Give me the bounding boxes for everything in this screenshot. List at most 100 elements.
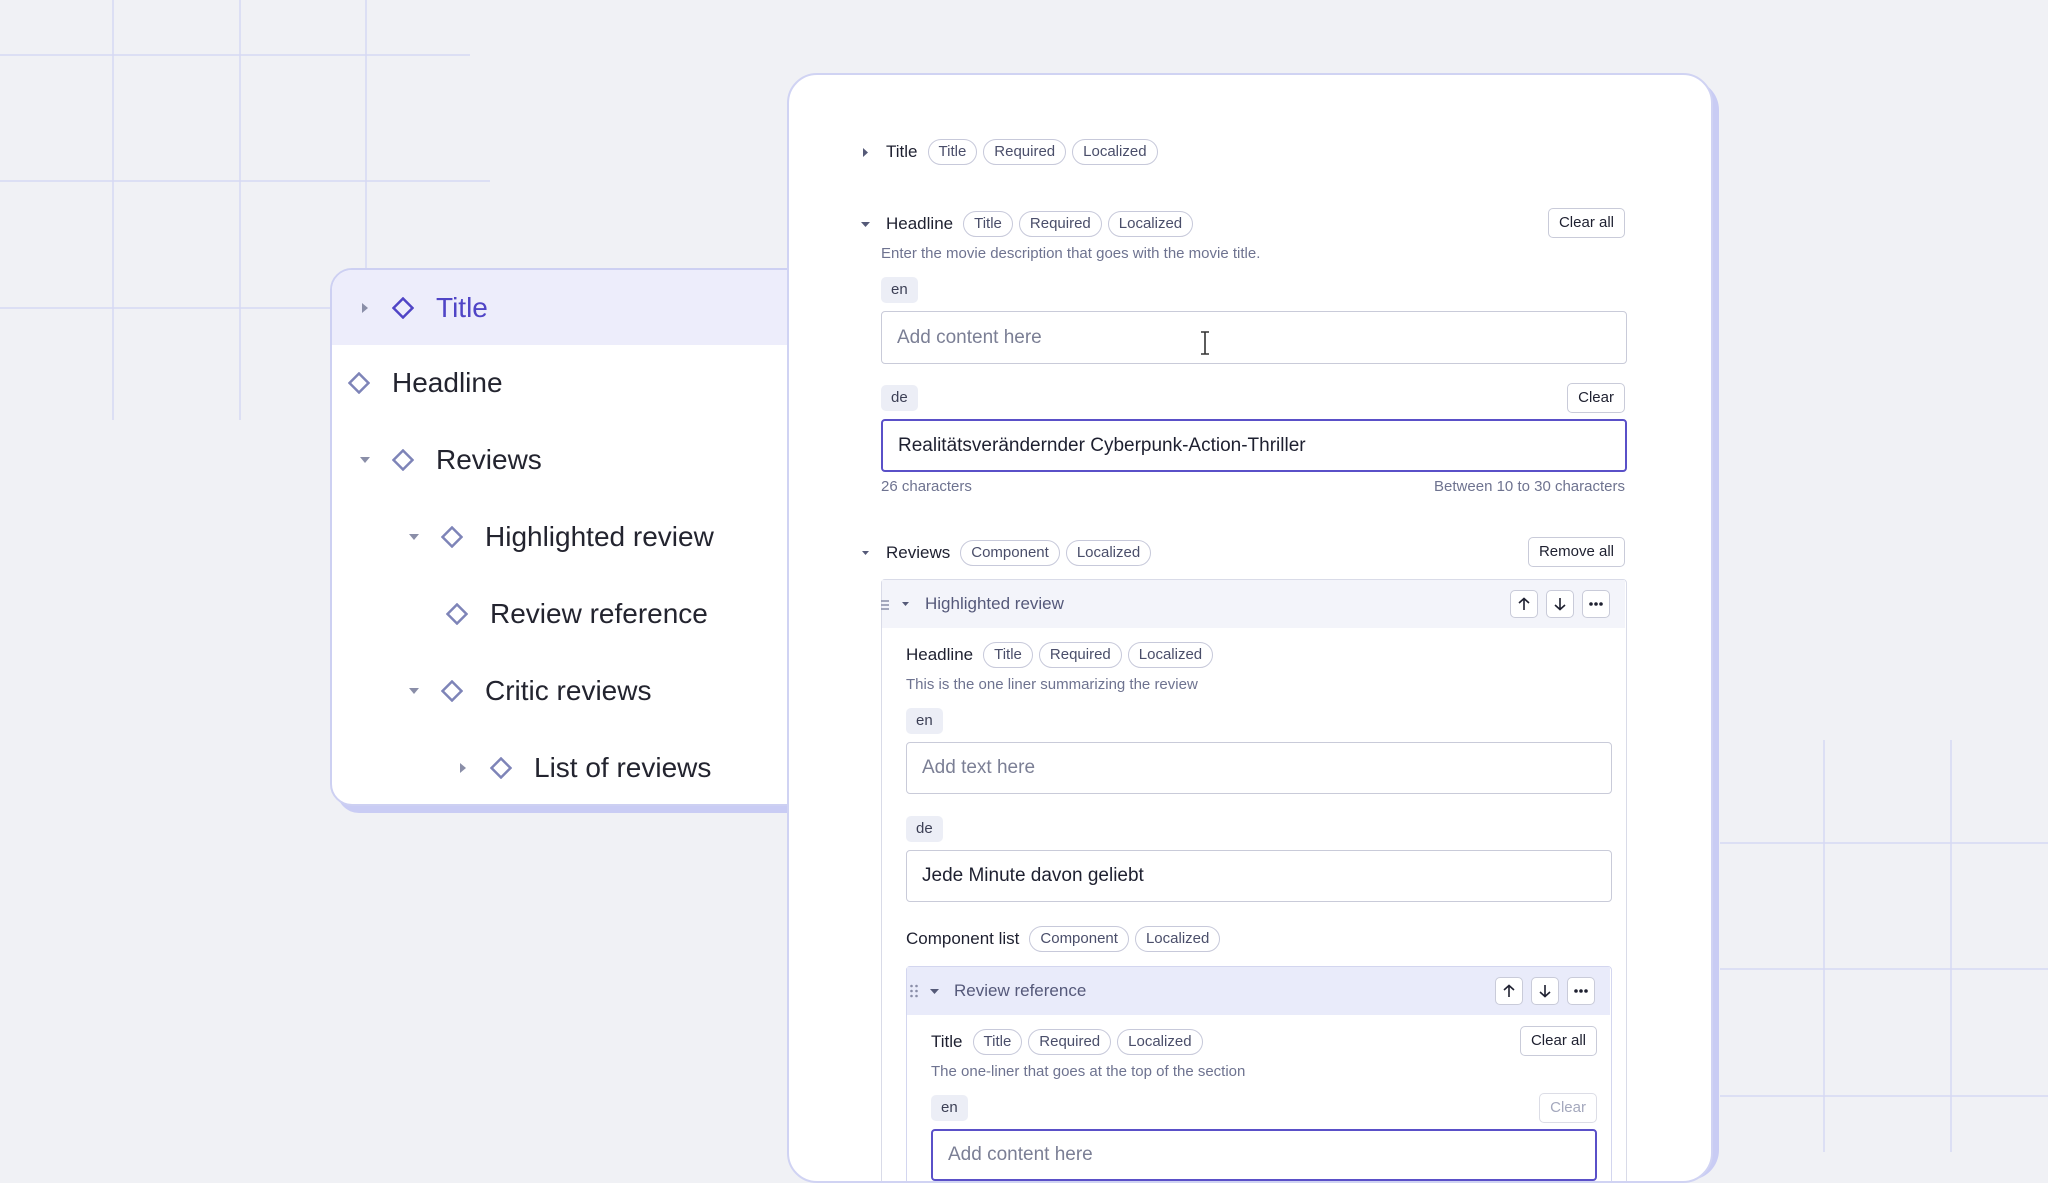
clear-all-button[interactable]: Clear all (1547, 208, 1625, 238)
remove-all-button[interactable]: Remove all (1527, 537, 1625, 567)
tree-item-review-reference[interactable]: Review reference (332, 576, 833, 651)
tree-item-label: Critic reviews (485, 674, 652, 706)
editor-panel: Title Title Required Localized Headline … (787, 73, 1713, 1183)
drag-handle-icon[interactable] (909, 984, 919, 1003)
tree-item-title[interactable]: Title (332, 270, 833, 345)
tree-item-reviews[interactable]: Reviews (332, 422, 833, 497)
caret-down-icon[interactable] (357, 456, 373, 464)
arrow-up-icon (1518, 597, 1530, 610)
reference-title-en-input[interactable]: Add content here (931, 1129, 1597, 1181)
input-value: Jede Minute davon geliebt (922, 865, 1144, 886)
lang-badge-en: en (931, 1095, 968, 1121)
field-description: The one-liner that goes at the top of th… (931, 1063, 1246, 1080)
headline-de-input[interactable]: Realitätsverändernder Cyberpunk-Action-T… (881, 419, 1627, 472)
caret-down-icon[interactable] (858, 546, 872, 560)
tree-item-label: Highlighted review (485, 520, 714, 552)
input-value: Realitätsverändernder Cyberpunk-Action-T… (898, 434, 1306, 456)
tag-localized: Localized (1072, 139, 1158, 165)
field-description: This is the one liner summarizing the re… (906, 676, 1198, 693)
headline-field-header: Headline Title Required Localized (858, 211, 1194, 237)
tree-item-label: Headline (392, 366, 503, 398)
tag-title: Title (983, 642, 1033, 668)
character-limit: Between 10 to 30 characters (1434, 478, 1625, 495)
tag-required: Required (1018, 211, 1102, 237)
tree-item-critic-reviews[interactable]: Critic reviews (332, 653, 833, 728)
tag-component: Component (1029, 926, 1129, 952)
caret-right-icon[interactable] (858, 145, 872, 159)
tag-localized: Localized (1107, 211, 1194, 237)
caret-down-icon[interactable] (406, 533, 422, 541)
arrow-up-icon (1503, 984, 1515, 997)
field-label: Component list (906, 929, 1020, 948)
tree-item-highlighted-review[interactable]: Highlighted review (332, 499, 833, 574)
clear-button[interactable]: Clear (1567, 383, 1625, 413)
component-header (907, 967, 1610, 1015)
highlighted-review-component: Highlighted review Headline Title Requir… (880, 579, 1627, 1181)
review-reference-component: Review reference Title Title Required Lo… (906, 966, 1612, 1181)
input-placeholder: Add text here (922, 757, 1036, 778)
arrow-down-icon (1554, 598, 1566, 611)
tag-title: Title (972, 1029, 1023, 1055)
reference-title-header: Title Title Required Localized (931, 1029, 1203, 1055)
arrow-down-icon (1539, 985, 1551, 998)
move-down-button[interactable] (1546, 590, 1574, 618)
tree-item-label: List of reviews (534, 751, 712, 783)
tag-localized: Localized (1065, 540, 1152, 566)
tag-title: Title (963, 211, 1013, 237)
field-label: Title (931, 1032, 963, 1051)
move-up-button[interactable] (1495, 977, 1523, 1005)
caret-down-icon[interactable] (858, 217, 872, 231)
diamond-icon (392, 296, 414, 319)
lang-badge-de: de (881, 385, 918, 411)
tree-item-headline[interactable]: Headline (332, 345, 833, 420)
tag-required: Required (1038, 642, 1122, 668)
move-up-button[interactable] (1510, 590, 1538, 618)
reviews-field-header: Reviews Component Localized (858, 540, 1152, 566)
lang-badge-de: de (906, 816, 943, 842)
review-headline-en-input[interactable]: Add text here (906, 742, 1612, 794)
diamond-icon (490, 756, 512, 779)
tag-localized: Localized (1134, 926, 1221, 952)
character-count: 26 characters (881, 478, 972, 495)
title-field-header: Title Title Required Localized (858, 139, 1158, 165)
component-list-header: Component list Component Localized (906, 926, 1221, 952)
caret-right-icon[interactable] (455, 762, 471, 774)
ellipsis-icon (1589, 602, 1603, 606)
outline-tree: Title Headline Reviews Highlighted revie… (330, 268, 835, 806)
field-label: Headline (906, 645, 974, 664)
nested-headline-header: Headline Title Required Localized (906, 642, 1214, 668)
component-title: Highlighted review (925, 594, 1064, 613)
clear-all-button[interactable]: Clear all (1519, 1026, 1597, 1056)
tree-item-label: Title (436, 291, 488, 323)
caret-down-icon[interactable] (898, 597, 912, 611)
tag-required: Required (1028, 1029, 1112, 1055)
diamond-icon (441, 679, 463, 702)
field-description: Enter the movie description that goes wi… (881, 245, 1261, 262)
caret-down-icon[interactable] (406, 687, 422, 695)
more-options-button[interactable] (1582, 590, 1610, 618)
headline-en-input[interactable]: Add content here (881, 311, 1627, 364)
component-title: Review reference (954, 981, 1087, 1000)
more-options-button[interactable] (1567, 977, 1595, 1005)
tag-required: Required (983, 139, 1067, 165)
drag-handle-icon[interactable] (880, 598, 890, 616)
diamond-icon (348, 371, 370, 394)
tree-item-label: Reviews (436, 443, 542, 475)
clear-button[interactable]: Clear (1539, 1093, 1597, 1123)
review-headline-de-input[interactable]: Jede Minute davon geliebt (906, 850, 1612, 902)
tag-localized: Localized (1117, 1029, 1203, 1055)
field-label: Reviews (886, 543, 951, 562)
input-placeholder: Add content here (897, 326, 1042, 348)
lang-badge-en: en (906, 708, 943, 734)
tag-component: Component (960, 540, 1060, 566)
tree-item-label: Review reference (490, 597, 708, 629)
lang-badge-en: en (881, 277, 918, 303)
tree-item-list-of-reviews[interactable]: List of reviews (332, 730, 833, 804)
move-down-button[interactable] (1531, 977, 1559, 1005)
input-placeholder: Add content here (948, 1144, 1093, 1165)
caret-down-icon[interactable] (927, 984, 941, 998)
caret-right-icon[interactable] (357, 302, 373, 314)
component-header (882, 580, 1625, 628)
text-cursor-icon (1199, 331, 1211, 360)
background-grid (0, 0, 2048, 1152)
